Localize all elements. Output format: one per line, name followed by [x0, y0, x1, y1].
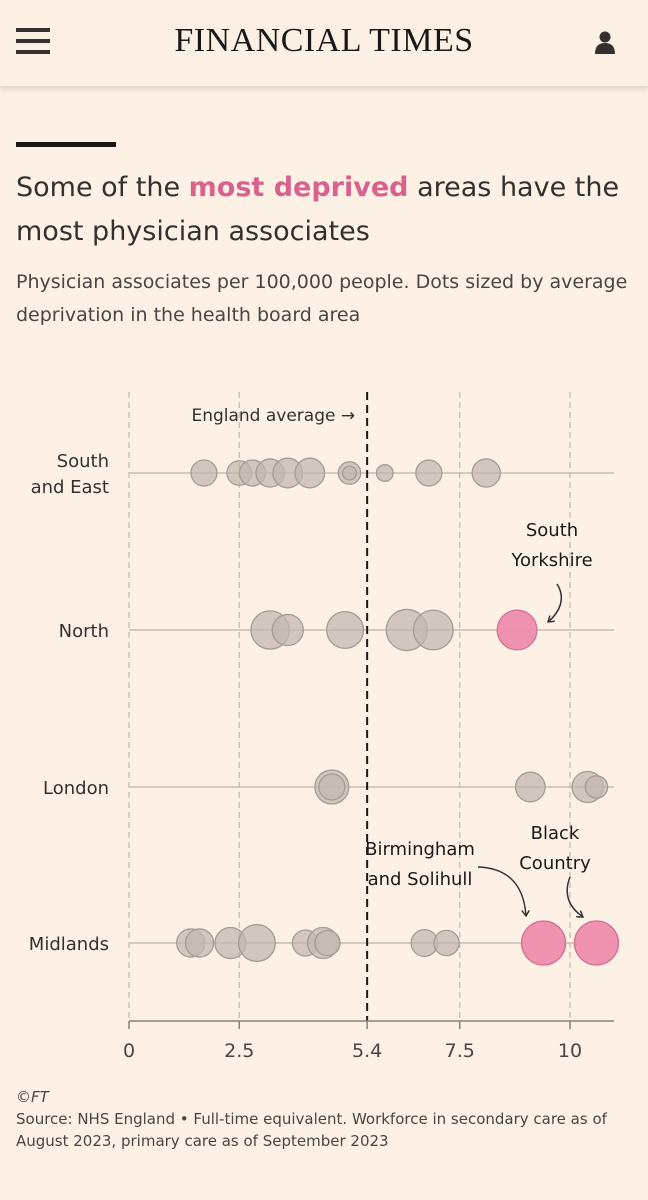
chart-footer: ©FT Source: NHS England • Full-time equi… — [16, 1086, 636, 1152]
headline-highlight: most deprived — [188, 172, 409, 203]
annotation-arrow — [566, 876, 583, 917]
chart-headline: Some of the most deprived areas have the… — [16, 166, 636, 254]
annotation-label: and Solihull — [368, 869, 473, 890]
england-average-label: England average → — [191, 406, 355, 426]
source-note: Source: NHS England • Full-time equivale… — [16, 1110, 607, 1150]
data-dot — [341, 465, 358, 481]
site-header: FINANCIAL TIMES — [0, 0, 648, 87]
data-dot — [412, 609, 454, 651]
headline-post: areas have the most physician associates — [16, 172, 620, 247]
row-label: South — [57, 451, 109, 472]
data-dot — [184, 928, 215, 958]
data-dot — [433, 929, 460, 957]
hamburger-menu-icon[interactable] — [16, 28, 50, 54]
row-label: Midlands — [29, 934, 109, 955]
x-tick-label: 10 — [558, 1040, 582, 1062]
data-dot — [584, 775, 609, 799]
data-dot — [294, 457, 326, 489]
x-tick-label: 0 — [123, 1040, 135, 1062]
row-label: London — [43, 778, 109, 799]
data-dot — [237, 923, 276, 963]
data-dot — [271, 613, 304, 647]
user-account-icon[interactable] — [594, 30, 616, 54]
annotation-label: Black — [531, 823, 580, 844]
data-dot — [514, 771, 546, 803]
annotation-label: South — [526, 520, 578, 541]
data-dot — [415, 459, 443, 487]
annotation-arrow — [548, 583, 563, 622]
data-dot — [326, 610, 365, 650]
annotation-label: Birmingham — [365, 839, 475, 860]
row-label: and East — [31, 477, 109, 498]
x-tick-label: 7.5 — [445, 1040, 475, 1062]
headline-rule — [16, 142, 116, 147]
data-dot — [375, 464, 394, 482]
chart-subtitle: Physician associates per 100,000 people.… — [16, 271, 628, 326]
chart-svg: South and East North London Midlands England… — [29, 392, 620, 1062]
copyright-text: ©FT — [16, 1088, 49, 1106]
data-dot — [190, 459, 218, 487]
highlight-dot — [520, 920, 567, 966]
x-tick-label: 2.5 — [224, 1040, 254, 1062]
annotation-arrow — [477, 866, 526, 916]
row-label: North — [59, 621, 109, 642]
x-tick-label: 5.4 — [352, 1040, 382, 1062]
highlight-dot — [573, 920, 620, 966]
highlight-dot — [496, 609, 538, 651]
headline-pre: Some of the — [16, 172, 189, 203]
data-dot — [314, 929, 341, 957]
annotation-label: Yorkshire — [510, 550, 592, 571]
annotation-label: Country — [519, 853, 591, 874]
data-dot — [471, 458, 501, 488]
site-logo[interactable]: FINANCIAL TIMES — [174, 22, 474, 59]
data-dot — [318, 773, 346, 801]
